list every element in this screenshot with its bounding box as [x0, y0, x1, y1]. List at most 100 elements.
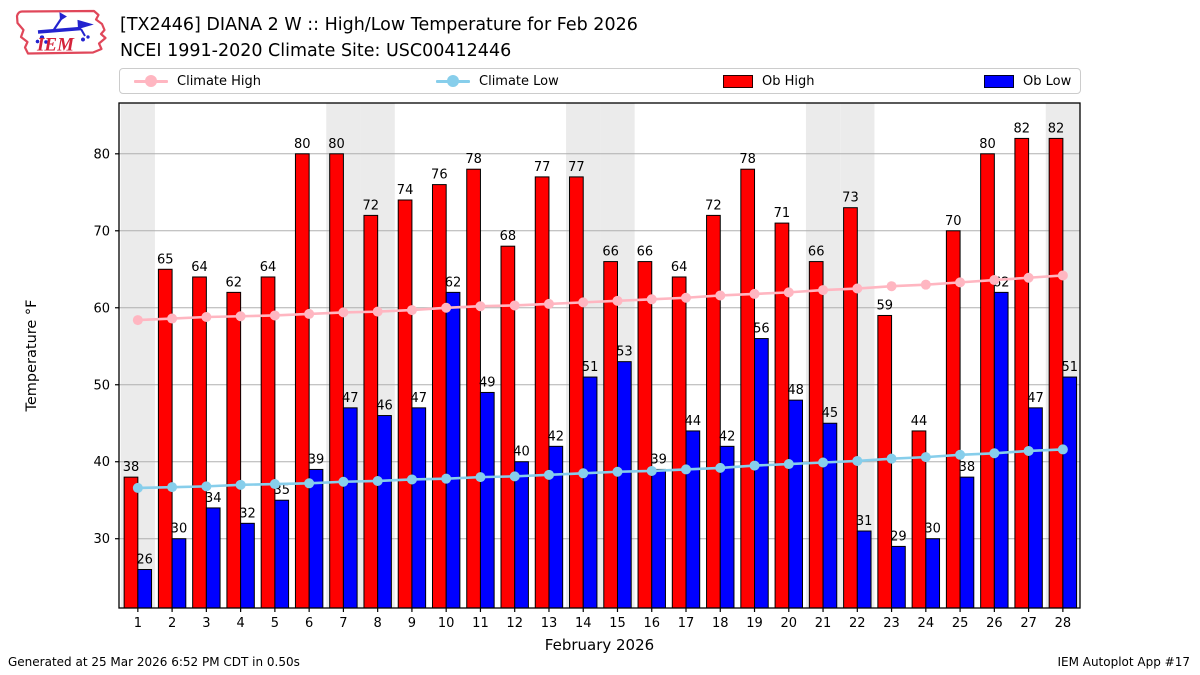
- ob-high-label: 78: [465, 152, 482, 167]
- climate-low-marker: [509, 471, 520, 482]
- page-subtitle: NCEI 1991-2020 Climate Site: USC00412446: [120, 41, 512, 61]
- x-tick-label: 17: [678, 616, 695, 631]
- ob-high-bar: [192, 276, 207, 609]
- ob-low-bar: [582, 376, 598, 609]
- ob-high-label: 77: [534, 160, 551, 175]
- climate-low-marker: [818, 457, 829, 468]
- ob-low-bar: [240, 522, 255, 609]
- title-block: [TX2446] DIANA 2 W :: High/Low Temperatu…: [120, 12, 638, 64]
- climate-low-marker: [989, 448, 1000, 459]
- climate-low-marker: [749, 460, 760, 471]
- x-tick-label: 18: [712, 616, 729, 631]
- ob-low-label: 31: [856, 514, 873, 529]
- climate-high-marker: [406, 305, 417, 316]
- x-tick-label: 23: [883, 616, 900, 631]
- ob-low-bar: [1028, 407, 1043, 609]
- ob-low-bar: [856, 530, 872, 609]
- ob-high-label: 62: [225, 275, 242, 290]
- climate-low-marker: [543, 469, 554, 480]
- ob-high-label: 71: [774, 206, 791, 221]
- ob-low-bar: [754, 338, 769, 609]
- climate-high-marker: [989, 275, 1000, 286]
- app-credit: IEM Autoplot App #17: [1057, 655, 1190, 669]
- ob-high-bar: [534, 176, 550, 609]
- x-tick-label: 15: [609, 616, 626, 631]
- ob-low-label: 62: [445, 275, 462, 290]
- x-tick-label: 22: [849, 616, 866, 631]
- ob-low-label: 29: [890, 529, 907, 544]
- climate-high-marker: [920, 279, 931, 290]
- ob-low-swatch-icon: [984, 74, 1014, 88]
- climate-high-marker: [1023, 272, 1034, 283]
- climate-high-marker: [886, 281, 897, 292]
- climate-low-marker: [681, 464, 692, 475]
- ob-low-label: 53: [616, 345, 633, 360]
- climate-high-marker: [509, 300, 520, 311]
- x-tick-label: 8: [374, 616, 382, 631]
- x-tick-label: 16: [643, 616, 660, 631]
- climate-low-marker: [167, 482, 178, 493]
- x-tick-label: 2: [168, 616, 176, 631]
- ob-high-bar: [774, 222, 790, 609]
- climate-low-marker: [646, 465, 657, 476]
- climate-high-marker: [1057, 270, 1068, 281]
- climate-high-marker: [749, 288, 760, 299]
- ob-high-bar: [569, 176, 584, 609]
- ob-high-label: 64: [671, 260, 688, 275]
- ob-low-bar: [137, 569, 153, 609]
- climate-low-marker: [304, 478, 315, 489]
- x-tick-label: 7: [339, 616, 347, 631]
- ob-high-label: 64: [191, 260, 208, 275]
- plot-frame: [118, 102, 1081, 609]
- x-tick-label: 9: [408, 616, 416, 631]
- climate-high-marker: [681, 292, 692, 303]
- x-tick-label: 21: [815, 616, 832, 631]
- climate-low-marker: [475, 472, 486, 483]
- climate-low-marker: [612, 466, 623, 477]
- ob-low-bar: [342, 407, 358, 609]
- ob-high-label: 66: [808, 245, 825, 260]
- ob-high-label: 82: [1013, 121, 1030, 136]
- climate-low-marker: [201, 481, 212, 492]
- ob-low-label: 30: [171, 522, 188, 537]
- ob-low-bar: [411, 407, 427, 609]
- climate-low-marker: [955, 449, 966, 460]
- ob-low-label: 56: [753, 322, 770, 337]
- legend-label: Climate High: [177, 73, 262, 89]
- ob-low-label: 39: [650, 452, 667, 467]
- ob-low-bar: [514, 461, 529, 609]
- ob-high-bar: [706, 214, 721, 609]
- climate-high-marker: [646, 294, 657, 305]
- ob-low-label: 51: [582, 360, 599, 375]
- x-tick-label: 20: [781, 616, 798, 631]
- ob-high-bar: [945, 230, 961, 609]
- ob-low-label: 45: [822, 406, 839, 421]
- climate-low-marker: [338, 476, 349, 487]
- climate-high-line: [137, 274, 1063, 322]
- climate-high-marker: [715, 290, 726, 301]
- climate-low-marker: [132, 482, 143, 493]
- legend-item-ob-low: Ob Low: [984, 69, 1071, 93]
- ob-high-label: 80: [328, 137, 345, 152]
- climate-low-marker: [578, 468, 589, 479]
- ob-low-bar: [925, 538, 941, 609]
- climate-high-marker: [304, 308, 315, 319]
- ob-low-bar: [171, 538, 187, 609]
- ob-low-bar: [891, 545, 906, 609]
- x-tick-label: 10: [438, 616, 455, 631]
- ob-low-label: 38: [959, 460, 976, 475]
- y-tick-label: 80: [93, 147, 110, 162]
- legend-label: Ob High: [762, 73, 815, 89]
- ob-high-label: 44: [911, 414, 928, 429]
- climate-low-marker: [1057, 444, 1068, 455]
- generated-timestamp: Generated at 25 Mar 2026 6:52 PM CDT in …: [8, 655, 300, 669]
- climate-low-marker: [235, 479, 246, 490]
- ob-high-label: 59: [876, 298, 893, 313]
- y-tick-label: 50: [93, 378, 110, 393]
- ob-high-bar: [980, 153, 995, 609]
- climate-high-marker: [783, 287, 794, 298]
- ob-low-bar: [822, 422, 838, 609]
- ob-low-bar: [1062, 376, 1078, 609]
- ob-low-label: 46: [376, 399, 393, 414]
- ob-low-bar: [651, 468, 666, 609]
